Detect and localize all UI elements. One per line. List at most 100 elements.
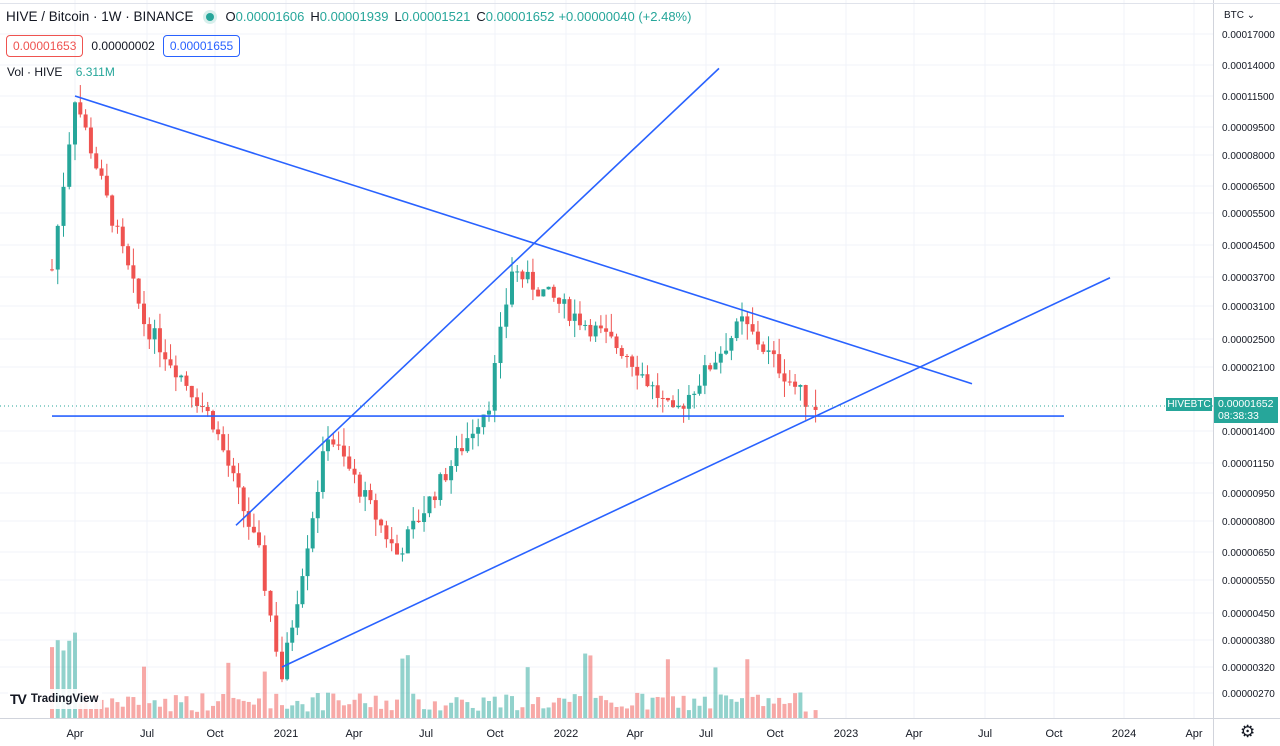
volume-bar <box>61 650 66 718</box>
volume-bar <box>476 710 481 718</box>
candle-body <box>492 363 497 411</box>
volume-bar <box>604 700 609 718</box>
x-axis-tick-label: Oct <box>766 728 783 740</box>
close-value: 0.00001652 <box>485 9 555 24</box>
volume-bar <box>241 700 246 718</box>
candle-body <box>373 500 378 520</box>
candle-body <box>777 354 782 374</box>
candle-body <box>525 271 530 280</box>
volume-bar <box>562 698 567 718</box>
low-label: L <box>394 9 402 24</box>
candle-body <box>498 326 503 364</box>
volume-bar <box>793 693 798 718</box>
candle-body <box>285 642 290 680</box>
y-axis-tick-label: 0.00000950 <box>1222 489 1275 500</box>
candle-body <box>635 366 640 376</box>
trendline <box>74 95 973 385</box>
current-price-label: 0.00001652 08:38:33 <box>1214 397 1278 423</box>
volume-bar <box>713 667 718 718</box>
candle-body <box>405 529 410 554</box>
candle-body <box>257 532 261 546</box>
volume-bar <box>520 707 525 718</box>
volume-bar <box>676 707 681 718</box>
sell-price-button[interactable]: 0.00001653 <box>6 35 84 57</box>
candle-body <box>813 406 818 410</box>
volume-bar <box>609 702 614 718</box>
volume-bar <box>104 707 109 718</box>
candle-body <box>438 474 443 501</box>
candle-body <box>713 362 718 370</box>
volume-bar <box>195 711 200 718</box>
volume-bar <box>216 701 221 718</box>
volume-bar <box>798 692 803 718</box>
volume-bar <box>427 709 432 718</box>
candle-body <box>510 271 514 305</box>
candle-body <box>536 289 541 297</box>
volume-bar <box>411 693 416 718</box>
volume-bar <box>718 694 723 718</box>
candle-body <box>73 102 77 145</box>
candle-body <box>88 127 93 154</box>
open-label: O <box>225 9 236 24</box>
buy-price-button[interactable]: 0.00001655 <box>162 35 241 57</box>
candle-body <box>226 450 231 466</box>
volume-bar <box>541 708 546 718</box>
spread-value: 0.00000002 <box>91 39 155 53</box>
volume-bar <box>771 703 776 718</box>
x-axis-tick-label: Apr <box>66 728 83 740</box>
high-label: H <box>310 9 320 24</box>
candle-body <box>110 195 115 226</box>
volume-bar <box>438 710 443 718</box>
candle-body <box>411 520 416 530</box>
trendlines[interactable] <box>52 67 1111 668</box>
volume-bar <box>750 696 755 718</box>
candle-body <box>630 356 635 367</box>
candle-body <box>179 375 184 378</box>
volume-bar <box>681 695 686 718</box>
candle-body <box>379 519 384 526</box>
volume-label[interactable]: Vol · HIVE <box>7 65 63 79</box>
volume-bar <box>200 693 205 718</box>
candle-body <box>331 439 336 445</box>
candle-body <box>787 381 792 383</box>
volume-bar <box>745 659 750 718</box>
candle-body <box>131 265 136 279</box>
candle-body <box>295 604 300 628</box>
candle-body <box>205 406 210 412</box>
volume-bar <box>211 705 215 718</box>
gear-icon[interactable]: ⚙ <box>1240 722 1256 741</box>
candle-body <box>55 225 60 270</box>
volume-bar <box>650 697 655 718</box>
volume-bar <box>470 707 475 718</box>
x-axis-tick-label: Jul <box>978 728 992 740</box>
y-axis-tick-label: 0.00003100 <box>1222 302 1275 313</box>
volume-bar <box>671 696 675 718</box>
bar-countdown: 08:38:33 <box>1218 410 1259 422</box>
trendline <box>235 67 720 526</box>
volume-bar <box>326 692 330 718</box>
candle-body <box>588 324 593 337</box>
volume-bar <box>179 702 184 718</box>
volume-bar <box>724 695 729 718</box>
candle-body <box>771 350 776 355</box>
volume-bar <box>126 696 131 718</box>
volume-bar <box>226 662 231 718</box>
chart-legend-header: HIVE / Bitcoin · 1W · BINANCE O 0.000016… <box>6 9 695 24</box>
candle-body <box>476 427 481 434</box>
volume-bar <box>487 701 491 718</box>
volume-bar <box>389 710 394 718</box>
candle-body <box>400 553 405 555</box>
volume-bar <box>465 702 470 718</box>
volume-bar <box>251 704 256 718</box>
volume-bar <box>536 697 541 718</box>
tradingview-logo-text: TradingView <box>30 693 99 705</box>
volume-bar <box>115 702 120 718</box>
volume-bar <box>336 700 341 718</box>
y-axis-tick-label: 0.00002500 <box>1222 335 1275 346</box>
candle-body <box>562 299 567 304</box>
currency-selector[interactable]: BTC ⌄ <box>1224 10 1255 21</box>
tradingview-logo[interactable]: TV TradingView <box>8 689 103 709</box>
symbol-title[interactable]: HIVE / Bitcoin · 1W · BINANCE <box>6 9 194 24</box>
candle-body <box>465 438 470 452</box>
